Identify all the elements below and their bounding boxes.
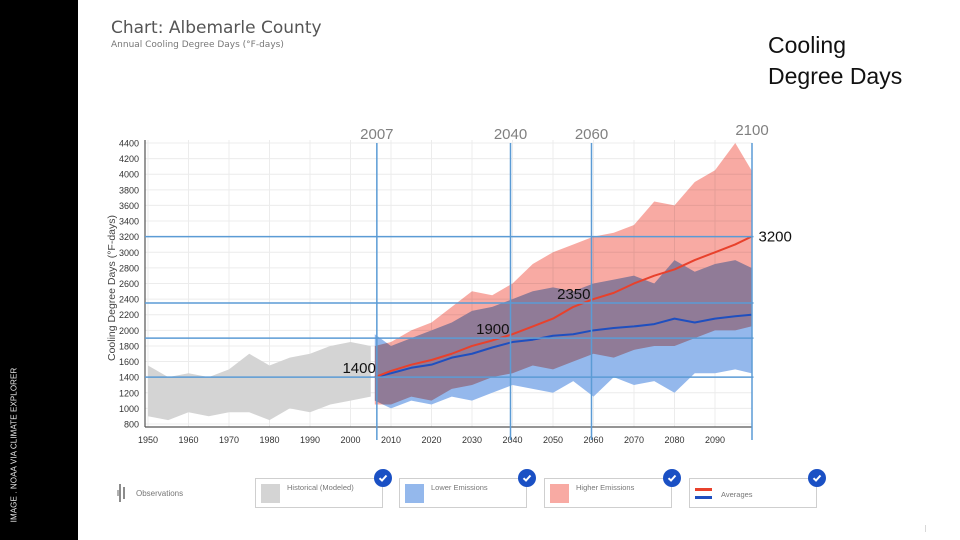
legend-averages-label: Averages [721, 490, 753, 499]
x-tick-label: 2060 [583, 435, 603, 445]
y-tick-label: 3400 [119, 217, 139, 227]
y-tick-label: 1200 [119, 388, 139, 398]
x-tick-label: 2080 [664, 435, 684, 445]
chart-subtitle: Annual Cooling Degree Days (°F-days) [111, 40, 284, 50]
legend-higher-label: Higher Emissions [576, 483, 635, 492]
x-tick-label: 1980 [259, 435, 279, 445]
lower-emissions-swatch [405, 484, 424, 503]
x-tick-label: 1970 [219, 435, 239, 445]
averages-swatch [695, 488, 712, 499]
legend-observations-label: Observations [136, 488, 184, 498]
y-tick-label: 2000 [119, 326, 139, 336]
legend-lower-emissions[interactable]: Lower Emissions [399, 469, 536, 508]
slide-title-line1: Cooling [768, 32, 846, 58]
annotation-year-label: 2007 [360, 126, 393, 143]
axes: 800 1000 1200 1400 1600 1800 2000 2200 2400 2600 2… [119, 138, 753, 445]
y-tick-label: 2600 [119, 279, 139, 289]
y-tick-label: 2400 [119, 295, 139, 305]
x-tick-label: 2020 [421, 435, 441, 445]
legend-lower-label: Lower Emissions [431, 483, 488, 492]
legend-historical-label: Historical (Modeled) [287, 483, 354, 492]
legend-higher-emissions[interactable]: Higher Emissions [544, 469, 681, 508]
annotation-value-label: 1900 [476, 321, 509, 338]
x-tick-label: 2000 [340, 435, 360, 445]
averages-check-icon[interactable] [808, 469, 826, 487]
x-tick-label: 2070 [624, 435, 644, 445]
slide-title: Cooling Degree Days [768, 30, 902, 92]
y-tick-label: 1000 [119, 404, 139, 414]
x-tick-label: 2040 [502, 435, 522, 445]
annotations: 2007 2040 2060 2100 1400 1900 2350 3200 [145, 122, 792, 440]
x-tick-label: 1990 [300, 435, 320, 445]
x-tick-label: 1950 [138, 435, 158, 445]
y-tick-label: 4000 [119, 170, 139, 180]
higher-emissions-check-icon[interactable] [663, 469, 681, 487]
slide-mark [925, 525, 926, 532]
side-credit-bar: IMAGE . NOAA VIA CLIMATE EXPLORER [0, 0, 78, 540]
lower-emissions-average-line [374, 313, 752, 379]
y-tick-label: 4400 [119, 138, 139, 148]
slide-title-line2: Degree Days [768, 63, 903, 89]
y-tick-label: 4200 [119, 154, 139, 164]
higher-emissions-average-line [374, 235, 752, 379]
legend-observations[interactable]: Observations [116, 482, 183, 504]
historical-band [148, 342, 371, 421]
y-tick-label: 1400 [119, 373, 139, 383]
x-tick-label: 2030 [462, 435, 482, 445]
y-tick-label: 2800 [119, 263, 139, 273]
historical-check-icon[interactable] [374, 469, 392, 487]
annotation-year-label: 2040 [494, 126, 527, 143]
y-axis-title: Cooling Degree Days (°F-days) [106, 214, 118, 362]
chart-title: Chart: Albemarle County [111, 18, 322, 38]
y-tick-label: 3000 [119, 248, 139, 258]
historical-swatch [261, 484, 280, 503]
bands [148, 142, 752, 421]
y-tick-label: 2200 [119, 310, 139, 320]
annotation-year-label: 2100 [735, 122, 768, 139]
higher-emissions-swatch [550, 484, 569, 503]
y-tick-label: 1600 [119, 357, 139, 367]
lower-emissions-check-icon[interactable] [518, 469, 536, 487]
y-tick-label: 3600 [119, 201, 139, 211]
x-tick-label: 1960 [178, 435, 198, 445]
y-tick-label: 1800 [119, 341, 139, 351]
annotation-value-label: 3200 [759, 229, 792, 246]
x-tick-label: 2090 [705, 435, 725, 445]
x-tick-label: 2010 [381, 435, 401, 445]
observations-icon [117, 484, 125, 502]
x-tick-label: 2050 [543, 435, 563, 445]
y-tick-label: 3800 [119, 185, 139, 195]
average-lines [374, 235, 752, 379]
annotation-value-label: 2350 [557, 286, 590, 303]
annotation-value-label: 1400 [342, 360, 375, 377]
legend-historical[interactable]: Historical (Modeled) [255, 469, 392, 508]
y-tick-label: 3200 [119, 232, 139, 242]
legend-averages[interactable]: Averages [689, 469, 826, 508]
annotation-year-label: 2060 [575, 126, 608, 143]
higher-emissions-band [374, 142, 752, 405]
y-tick-label: 800 [124, 420, 139, 430]
